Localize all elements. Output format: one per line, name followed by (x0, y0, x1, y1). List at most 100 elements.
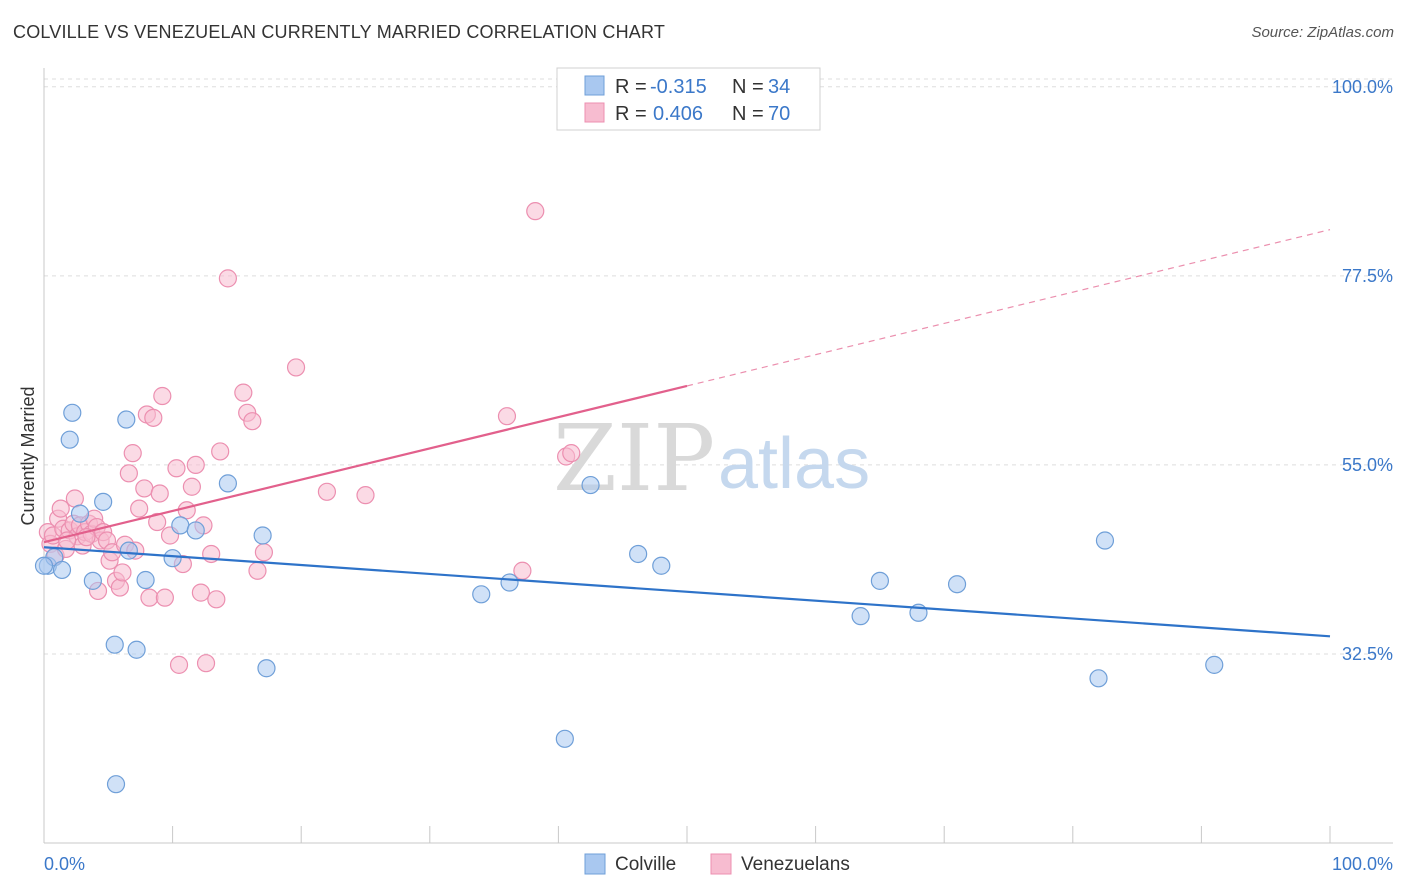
venezuelan-point (186, 455, 205, 475)
colville-trend-line (43, 546, 1331, 638)
colville-point (119, 541, 138, 560)
venezuelan-point (113, 563, 132, 582)
colville-point (70, 504, 90, 523)
top-legend: R = -0.315 N = 34 R = 0.406 N = 70 (556, 67, 821, 131)
colville-point (472, 585, 491, 604)
venezuelan-point (317, 482, 337, 501)
venezuelan-point (123, 444, 142, 463)
watermark-atlas: atlas (718, 424, 870, 504)
colville-point (555, 729, 574, 748)
venezuelan-point (562, 444, 581, 463)
x-tick-max: 100.0% (1332, 854, 1393, 874)
venezuelan-point (135, 479, 154, 498)
legend-n-value-colville: 34 (768, 76, 790, 98)
y-tick-label: 55.0% (1342, 455, 1393, 475)
legend-r-label-venezuelans: R = (615, 103, 647, 125)
venezuelan-point (130, 499, 149, 518)
watermark: ZIP atlas (553, 405, 870, 512)
colville-point (83, 571, 102, 590)
colville-point (1205, 655, 1224, 674)
colville-point (1089, 669, 1108, 688)
colville-point (253, 526, 272, 545)
colville-point (60, 430, 79, 449)
venezuelan-point (356, 486, 375, 505)
venezuelan-point (207, 590, 226, 609)
legend-r-label-colville: R = (615, 76, 647, 98)
colville-point (218, 474, 237, 493)
venezuelan-point (169, 655, 189, 674)
colville-point (947, 575, 967, 594)
colville-point (171, 516, 190, 535)
bottom-legend-swatch-venezuelans (710, 853, 732, 875)
venezuelan-point (153, 386, 172, 406)
colville-point (870, 571, 890, 590)
colville-point (257, 659, 276, 678)
colville-point (500, 573, 519, 592)
venezuelan-point (513, 561, 532, 580)
venezuelan-point (286, 358, 306, 377)
venezuelan-point (150, 484, 169, 503)
y-axis-title: Currently Married (18, 386, 38, 525)
venezuelan-point (243, 412, 262, 431)
legend-swatch-colville (584, 75, 605, 96)
data-points (34, 202, 1224, 794)
source-credit: Source: ZipAtlas.com (1251, 24, 1394, 41)
venezuelan-point (254, 543, 274, 562)
gridlines (44, 78, 1393, 655)
watermark-zip: ZIP (553, 405, 715, 512)
venezuelan-trend-extension (686, 229, 1331, 387)
bottom-legend-venezuelans: Venezuelans (741, 854, 850, 875)
legend-swatch-venezuelans (584, 102, 605, 123)
bottom-legend-swatch-colville (584, 853, 606, 875)
colville-point (652, 556, 671, 575)
venezuelan-point (119, 464, 138, 483)
venezuelan-point (234, 383, 253, 402)
venezuelan-point (65, 489, 84, 508)
venezuelan-point (110, 578, 129, 597)
legend-n-value-venezuelans: 70 (768, 103, 790, 125)
y-tick-labels: 32.5% 55.0% 77.5% 100.0% (1332, 77, 1393, 664)
trend-lines (43, 229, 1331, 638)
colville-point (186, 521, 205, 540)
venezuelan-point (526, 202, 545, 221)
bottom-legend: Colville Venezuelans (584, 853, 850, 875)
y-tick-label: 100.0% (1332, 77, 1393, 97)
venezuelan-point (155, 588, 174, 607)
legend-n-label-venezuelans: N = (732, 103, 764, 125)
colville-point (629, 544, 648, 564)
axes (43, 68, 1393, 844)
colville-point (94, 492, 113, 511)
venezuelan-trend-line (43, 384, 688, 544)
colville-point (163, 549, 182, 568)
venezuelan-point (148, 512, 167, 532)
venezuelan-point (140, 588, 159, 607)
colville-point (1095, 531, 1115, 550)
colville-point (34, 556, 54, 575)
colville-point (581, 475, 600, 495)
colville-point (127, 640, 146, 659)
colville-point (117, 410, 136, 429)
venezuelan-point (497, 407, 517, 426)
venezuelan-point (196, 654, 216, 673)
venezuelan-point (177, 501, 196, 520)
colville-point (106, 775, 126, 794)
chart-title: COLVILLE VS VENEZUELAN CURRENTLY MARRIED… (13, 22, 666, 42)
venezuelan-point (51, 499, 70, 518)
venezuelan-point (144, 408, 163, 427)
venezuelan-point (218, 269, 237, 288)
y-tick-label: 77.5% (1342, 266, 1393, 286)
venezuelan-point (191, 583, 210, 602)
bottom-legend-colville: Colville (615, 854, 676, 875)
venezuelan-point (211, 442, 230, 461)
colville-point (52, 560, 72, 580)
legend-r-value-venezuelans: 0.406 (653, 103, 703, 125)
legend-n-label-colville: N = (732, 76, 764, 98)
colville-point (136, 570, 155, 590)
colville-point (63, 403, 82, 422)
legend-r-value-colville: -0.315 (650, 76, 707, 98)
y-tick-label: 32.5% (1342, 644, 1393, 664)
x-tick-min: 0.0% (44, 854, 85, 874)
colville-point (105, 635, 124, 654)
venezuelan-point (182, 477, 201, 496)
